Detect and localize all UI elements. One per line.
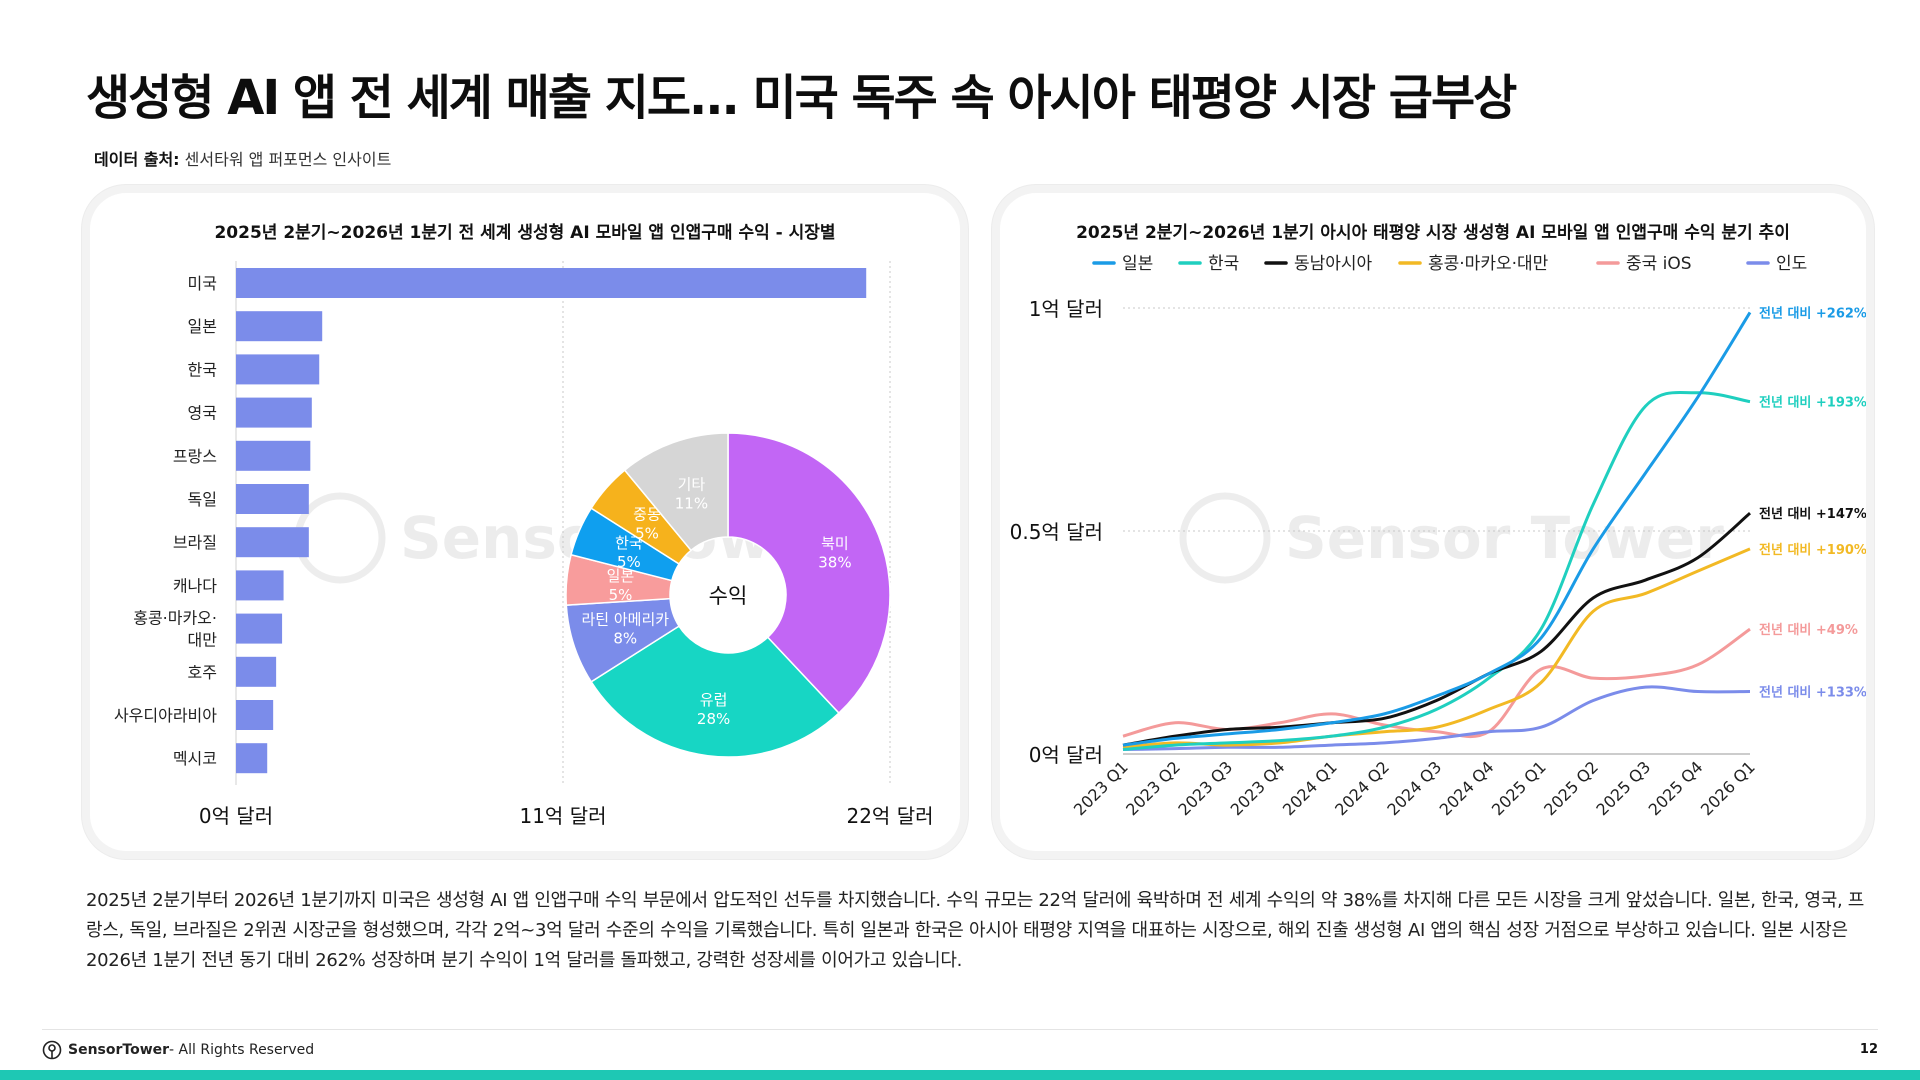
line-series-3	[1122, 512, 1751, 747]
line-x-tick-label: 2025 Q2	[1540, 757, 1602, 819]
line-x-tick-label: 2024 Q2	[1331, 757, 1393, 819]
bottom-accent-bar	[0, 1070, 1920, 1080]
line-series-2	[1122, 390, 1751, 752]
bar-6	[236, 484, 309, 514]
data-source-label: 데이터 출처:	[94, 150, 180, 169]
bar-5	[236, 440, 311, 471]
donut-slice-2	[590, 625, 840, 758]
line-series-4	[1122, 547, 1751, 749]
donut-slice-label: 한국 5%	[615, 534, 643, 571]
bar-x-tick-label: 0억 달러	[199, 804, 273, 828]
legend-label: 인도	[1776, 254, 1807, 274]
line-end-label: 전년 대비 +190%	[1759, 542, 1866, 558]
bar-category-label: 미국	[188, 274, 217, 293]
apac-trend-panel: Sensor Tower 2025년 2분기~2026년 1분기 아시아 태평양 …	[1000, 193, 1866, 851]
page-number: 12	[1859, 1042, 1878, 1057]
legend-label: 동남아시아	[1294, 254, 1373, 274]
watermark-logo-icon	[294, 492, 386, 584]
bar-category-label: 영국	[188, 404, 217, 423]
line-end-label: 전년 대비 +133%	[1759, 685, 1866, 701]
bar-10	[236, 656, 277, 687]
line-x-tick-label: 2023 Q3	[1174, 757, 1236, 819]
watermark-logo-icon	[1179, 492, 1271, 584]
sensor-tower-logo-icon	[42, 1040, 62, 1060]
line-end-label: 전년 대비 +262%	[1759, 305, 1866, 321]
bar-category-label: 브라질	[173, 533, 217, 552]
donut-slice-1	[727, 432, 891, 715]
donut-slice-label: 유럽 28%	[697, 691, 730, 728]
line-x-tick-label: 2026 Q1	[1697, 757, 1759, 819]
bar-category-label: 한국	[188, 360, 217, 379]
bar-12	[236, 743, 268, 774]
bar-category-label: 캐나다	[173, 576, 217, 595]
bar-x-tick-label: 11억 달러	[519, 804, 606, 828]
bar-category-label: 홍콩·마카오· 대만	[133, 609, 217, 650]
bar-3	[236, 354, 320, 385]
line-series-5	[1122, 627, 1751, 739]
line-x-tick-label: 2024 Q1	[1279, 757, 1341, 819]
footer-rights: - All Rights Reserved	[169, 1042, 315, 1058]
bar-2	[236, 311, 323, 342]
apac-trend-chart: Sensor Tower 2025년 2분기~2026년 1분기 아시아 태평양 …	[1010, 222, 1866, 819]
bar-category-label: 사우디아라비아	[114, 706, 217, 725]
legend-label: 한국	[1208, 254, 1239, 274]
donut-slice-label: 일본 5%	[607, 567, 635, 604]
line-y-tick-label: 0.5억 달러	[1010, 520, 1103, 544]
footer-brand: SensorTower - All Rights Reserved	[42, 1040, 314, 1060]
bar-x-tick-label: 22억 달러	[846, 804, 933, 828]
donut-slice-label: 중동 5%	[633, 506, 661, 543]
footer-divider	[42, 1029, 1878, 1030]
bar-category-label: 멕시코	[173, 749, 217, 768]
line-y-tick-label: 0억 달러	[1029, 743, 1103, 767]
line-x-tick-label: 2023 Q2	[1122, 757, 1184, 819]
bar-category-label: 호주	[188, 663, 217, 682]
bar-8	[236, 570, 284, 601]
watermark: Sensor Tower	[1179, 492, 1724, 584]
legend-label: 홍콩·마카오·대만	[1428, 254, 1549, 274]
line-end-label: 전년 대비 +147%	[1759, 506, 1866, 522]
donut-slice-label: 라틴 아메리카 8%	[581, 610, 669, 647]
footer-brand-name: SensorTower	[68, 1042, 170, 1058]
bar-category-label: 일본	[188, 317, 217, 336]
donut-center-label: 수익	[709, 584, 748, 608]
description-text: 2025년 2분기부터 2026년 1분기까지 미국은 생성형 AI 앱 인앱구…	[86, 890, 1865, 971]
bar-11	[236, 700, 274, 730]
bar-1	[236, 268, 867, 298]
bar-9	[236, 613, 283, 644]
line-series-1	[1122, 311, 1752, 747]
donut-slice-label: 북미 38%	[818, 535, 851, 572]
bar-7	[236, 527, 309, 558]
line-x-tick-label: 2025 Q1	[1488, 757, 1550, 819]
line-x-tick-label: 2023 Q4	[1227, 757, 1289, 819]
line-x-tick-label: 2025 Q4	[1645, 757, 1707, 819]
line-x-tick-label: 2024 Q3	[1383, 757, 1445, 819]
bar-category-label: 독일	[188, 490, 217, 509]
donut-slice-7	[623, 432, 729, 552]
line-x-tick-label: 2025 Q3	[1592, 757, 1654, 819]
line-end-label: 전년 대비 +49%	[1759, 622, 1858, 638]
line-chart-title: 2025년 2분기~2026년 1분기 아시아 태평양 시장 생성형 AI 모바…	[1076, 222, 1790, 243]
data-source-value: 센서타워 앱 퍼포먼스 인사이트	[184, 150, 392, 169]
line-end-label: 전년 대비 +193%	[1759, 395, 1866, 411]
bar-category-label: 프랑스	[173, 447, 217, 466]
line-series-6	[1122, 685, 1751, 752]
legend-label: 중국 iOS	[1626, 254, 1692, 274]
legend-label: 일본	[1122, 254, 1153, 274]
bar-chart-title: 2025년 2분기~2026년 1분기 전 세계 생성형 AI 모바일 앱 인앱…	[214, 222, 835, 243]
bar-4	[236, 397, 312, 428]
watermark-text: Sensor Tower	[1285, 504, 1724, 572]
donut-slice-label: 기타 11%	[675, 475, 708, 512]
line-y-tick-label: 1억 달러	[1029, 297, 1103, 321]
line-legend: 일본 한국 동남아시아 홍콩·마카오·대만 중국 iOS 인도	[1092, 254, 1807, 274]
line-x-tick-label: 2024 Q4	[1436, 757, 1498, 819]
page-title: 생성형 AI 앱 전 세계 매출 지도... 미국 독주 속 아시아 태평양 시…	[86, 70, 1517, 126]
data-source: 데이터 출처: 센서타워 앱 퍼포먼스 인사이트	[94, 146, 391, 170]
